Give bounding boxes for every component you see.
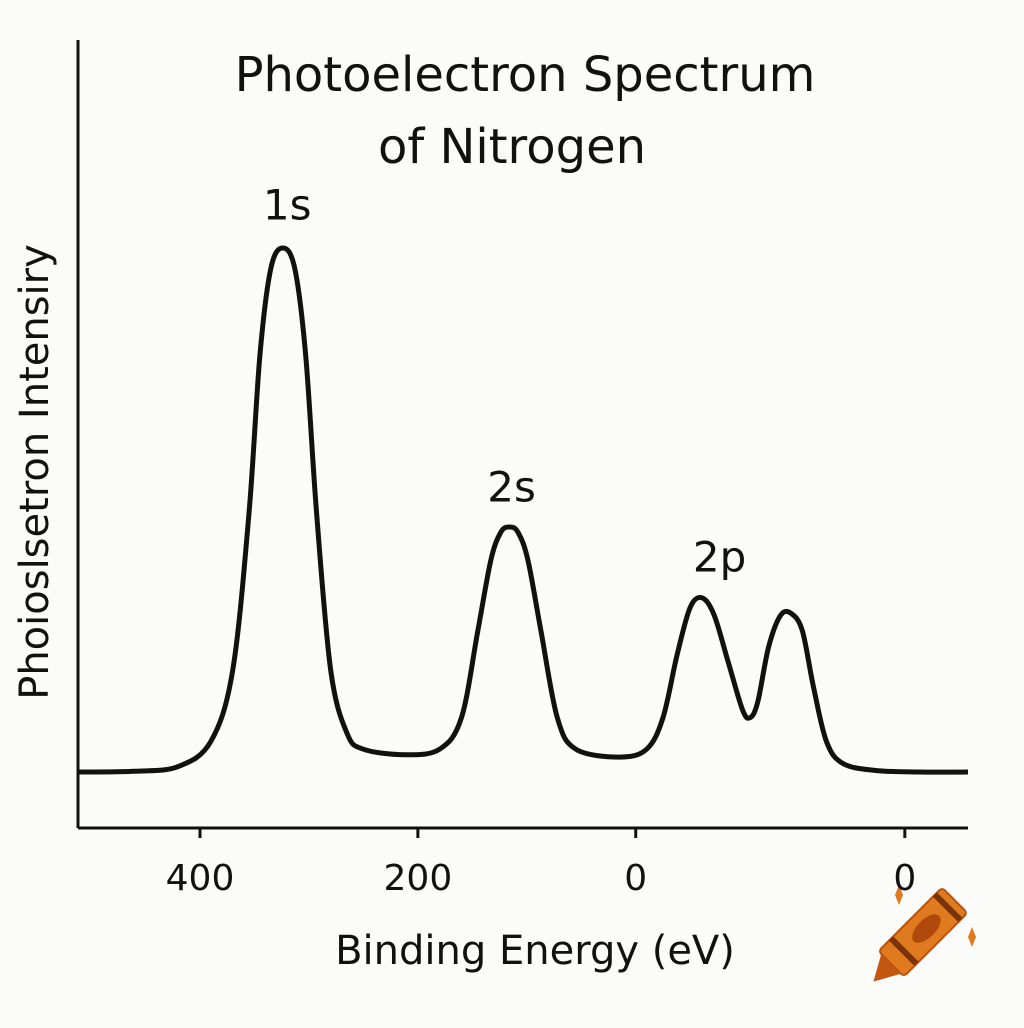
- x-tick-label: 0: [624, 858, 647, 899]
- x-tick-label: 200: [384, 858, 453, 899]
- peak-label: 2p: [693, 533, 746, 582]
- sparkle: [968, 927, 976, 947]
- peak-label: 2s: [487, 462, 536, 511]
- x-tick-label: 400: [166, 858, 235, 899]
- y-axis-label: Phoioslsetron Intensiry: [12, 244, 58, 700]
- chart-title: Photoelectron Spectrum: [235, 47, 816, 103]
- crayon-icon: [873, 888, 967, 982]
- x-tick-label: 0: [893, 858, 916, 899]
- x-axis-label: Binding Energy (eV): [335, 928, 735, 974]
- spectrum-line: [77, 245, 969, 775]
- chart-title: of Nitrogen: [378, 119, 646, 175]
- sparkle: [895, 885, 903, 905]
- peak-label: 1s: [263, 180, 312, 229]
